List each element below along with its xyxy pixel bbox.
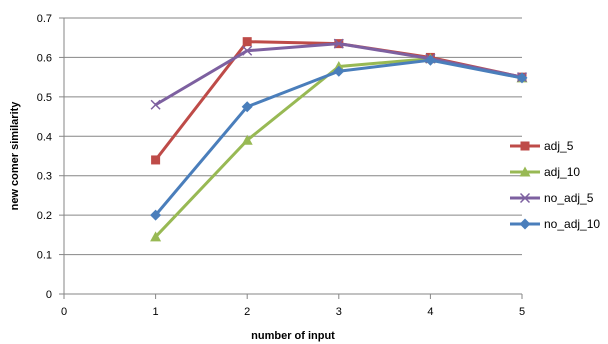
x-tick-label: 5: [519, 306, 525, 318]
data-point: [151, 155, 161, 165]
y-tick-label: 0.4: [37, 131, 52, 143]
data-point: [333, 38, 344, 49]
x-tick-label: 3: [336, 306, 342, 318]
data-point: [150, 231, 162, 242]
series-lines: [150, 37, 528, 242]
data-point: [424, 54, 436, 66]
data-point: [150, 99, 161, 110]
x-tick-label: 4: [427, 306, 433, 318]
data-point: [516, 72, 528, 84]
data-point: [333, 65, 345, 77]
legend: adj_5 adj_10 no_adj_5 no_adj_10: [510, 139, 600, 231]
y-tick-label: 0.5: [37, 92, 52, 104]
data-point: [241, 101, 253, 113]
x-axis-title: number of input: [251, 330, 335, 342]
x-tick-label: 2: [244, 306, 250, 318]
series-line: [154, 58, 523, 217]
series-adj_10: [150, 53, 528, 242]
x-tick-label: 0: [61, 306, 67, 318]
y-tick-label: 0.3: [37, 171, 52, 183]
series-line: [154, 57, 523, 238]
y-tick-label: 0.1: [37, 250, 52, 262]
legend-label: no_adj_10: [544, 217, 600, 231]
series-line: [154, 40, 523, 161]
legend-label: adj_10: [544, 165, 580, 179]
legend-item-no_adj_10: no_adj_10: [510, 217, 600, 231]
series-adj_5: [151, 37, 527, 165]
axes: [59, 17, 523, 299]
tick-labels: 0 0.1 0.2 0.3 0.4 0.5 0.6 0.7 0 1 2 3 4 5: [37, 13, 525, 318]
y-tick-label: 0.2: [37, 210, 52, 222]
data-point: [242, 45, 253, 56]
legend-item-no_adj_5: no_adj_5: [510, 191, 594, 205]
y-tick-label: 0.7: [37, 13, 52, 25]
y-tick-label: 0: [46, 289, 52, 301]
legend-item-adj_5: adj_5: [510, 139, 574, 153]
x-tick-label: 1: [153, 306, 159, 318]
series-no_adj_10: [150, 54, 528, 221]
legend-marker: [519, 166, 531, 177]
data-point: [242, 37, 252, 47]
legend-marker: [519, 192, 531, 204]
legend-label: adj_5: [544, 139, 574, 153]
data-point: [150, 209, 162, 221]
gridlines: [64, 17, 522, 256]
y-axis-title: new comer similarity: [9, 101, 21, 211]
legend-label: no_adj_5: [544, 191, 594, 205]
legend-item-adj_10: adj_10: [510, 165, 580, 179]
y-tick-label: 0.6: [37, 52, 52, 64]
legend-marker: [519, 218, 531, 230]
legend-marker: [520, 141, 530, 151]
data-point: [241, 134, 253, 145]
